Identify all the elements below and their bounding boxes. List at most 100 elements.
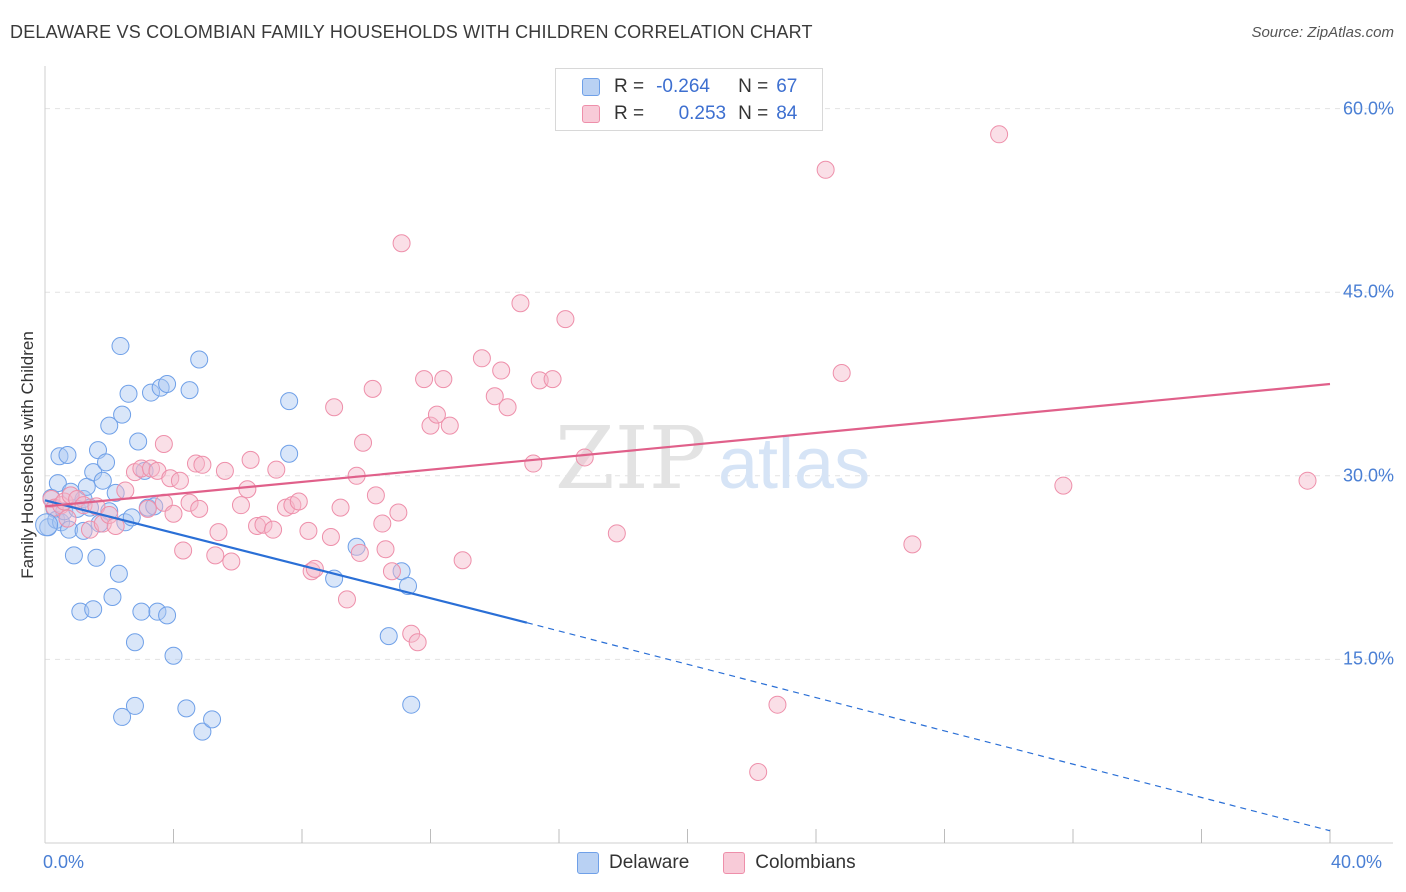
colombians-trend-line [44,382,1331,508]
delaware-point [125,696,144,715]
colombians-point [415,370,434,389]
colombians-point [376,540,395,559]
colombians-point [299,521,318,540]
legend-swatch-colombians [723,852,746,874]
delaware-point [109,564,128,583]
delaware-point [280,392,299,411]
delaware-point [48,474,67,493]
delaware-point [177,699,196,718]
colombians-point [607,524,626,543]
stats-legend: R = -0.264 N = 67 R = 0.253 N = 84 [555,68,823,131]
colombians-point [190,499,209,518]
colombians-point [366,486,385,505]
colombians-point [498,398,517,417]
axes [44,66,1393,844]
delaware-point [100,416,119,435]
y-tick-label: 15.0% [1342,648,1394,669]
legend-n-label: N = [738,103,769,124]
legend-swatch-delaware [582,78,600,96]
colombians-point [485,387,504,406]
colombians-point [1298,471,1317,490]
legend-item-delaware[interactable]: Delaware [577,852,689,874]
delaware-point [125,633,144,652]
colombians-point [363,379,382,398]
colombians-point [170,471,189,490]
delaware-point [399,576,418,595]
legend-r-label: R = [614,76,645,97]
colombians-point [180,493,199,512]
delaware-point [97,453,116,472]
delaware-trend-line [44,499,528,624]
delaware-point [148,602,167,621]
colombians-point [164,504,183,523]
colombians-point [768,695,787,714]
watermark-zip: ZIP [555,409,707,509]
colombians-point [337,590,356,609]
gridlines [45,108,1393,660]
colombians-point [209,523,228,542]
colombians-point [264,520,283,539]
colombians-point [267,460,286,479]
colombians-point [325,398,344,417]
colombians-point [530,371,549,390]
legend-r-label: R = [614,103,645,124]
watermark: ZIP atlas [555,409,870,509]
delaware-point [132,602,151,621]
colombians-point [215,461,234,480]
delaware-point [35,513,59,537]
delaware-point [111,337,130,356]
colombians-point [816,160,835,179]
legend-label-colombians: Colombians [755,852,856,873]
colombians-point [903,535,922,554]
colombians-point [132,459,151,478]
delaware-point [74,521,93,540]
delaware-point [58,445,77,464]
colombians-point [206,546,225,565]
colombians-point [421,416,440,435]
delaware-point [113,707,132,726]
legend-item-colombians[interactable]: Colombians [723,852,856,874]
colombians-point [193,455,212,474]
chart-title: DELAWARE VS COLOMBIAN FAMILY HOUSEHOLDS … [10,22,813,42]
delaware-point [64,546,83,565]
colombians-point [331,498,350,517]
series-legend: Delaware Colombians [577,852,890,874]
delaware-point [129,432,148,451]
colombians-point [116,481,135,500]
colombians-point [289,492,308,511]
colombians-point [241,450,260,469]
x-tick-min: 0.0% [43,852,85,872]
delaware-point [158,375,177,393]
watermark-atlas: atlas [718,424,870,504]
colombians-point [556,310,575,329]
delaware-point [190,350,209,369]
colombians-point [434,370,453,389]
colombians-point [543,370,562,389]
delaware-trend-extension [526,622,1331,832]
legend-r-value: 0.253 [678,103,727,124]
colombians-point [575,448,594,467]
colombians-point [58,509,77,528]
legend-label-delaware: Delaware [609,852,690,873]
colombians-point [832,363,851,382]
legend-swatch-delaware [577,852,599,874]
delaware-point [180,381,199,400]
colombians-point [186,454,205,473]
colombians-point [492,361,511,380]
colombians-point [138,499,157,518]
delaware-point [87,548,106,567]
colombians-point [350,543,369,562]
delaware-point [113,405,132,424]
delaware-point [103,587,122,606]
colombians-point [1054,476,1073,495]
colombians-point [321,528,340,546]
colombians-point [440,416,459,435]
delaware-point [84,600,103,619]
delaware-point [203,710,222,729]
colombians-point [392,234,411,253]
colombians-point [990,125,1009,144]
colombians-point [354,433,373,452]
legend-n-label: N = [738,76,769,97]
legend-n-value: 84 [776,103,798,124]
